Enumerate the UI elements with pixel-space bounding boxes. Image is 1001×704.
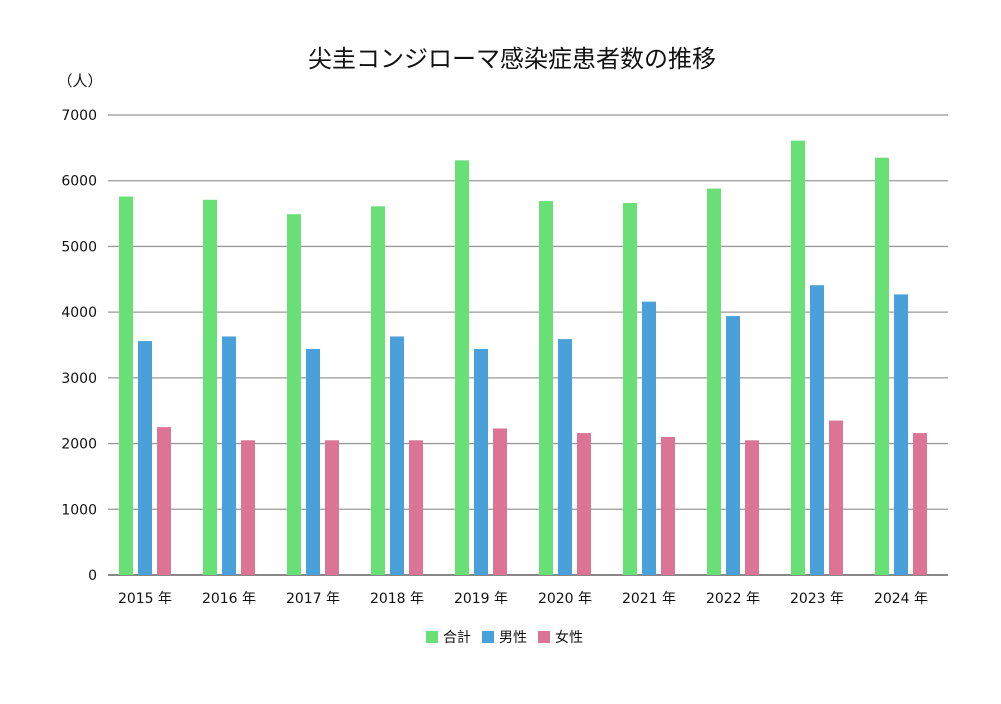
- bar-男性-2022年: [726, 316, 740, 575]
- bar-女性-2021年: [661, 437, 675, 575]
- bar-女性-2015年: [157, 427, 171, 575]
- bar-男性-2016年: [222, 336, 236, 575]
- grid: 0 1000 2000 3000 4000 5000 6000 7000: [61, 108, 948, 584]
- legend-label: 女性: [555, 629, 583, 646]
- y-axis-label: （人）: [57, 72, 102, 90]
- bar-男性-2015年: [138, 341, 152, 575]
- x-tick-label: 2018 年: [370, 591, 424, 607]
- y-tick-label: 1000: [61, 502, 97, 518]
- legend-label: 男性: [499, 630, 527, 646]
- bar-合計-2019年: [455, 160, 469, 576]
- chart-title: 尖圭コンジローマ感染症患者数の推移: [308, 45, 716, 73]
- x-tick-label: 2017 年: [286, 591, 340, 607]
- y-tick-label: 4000: [61, 305, 97, 321]
- bar-女性-2016年: [241, 440, 255, 575]
- y-tick-label: 5000: [61, 239, 97, 255]
- x-tick-label: 2016 年: [202, 591, 256, 607]
- bars: [119, 140, 927, 576]
- bar-男性-2019年: [474, 348, 488, 575]
- bar-男性-2020年: [558, 339, 572, 575]
- bar-合計-2015年: [119, 196, 133, 575]
- x-tick-label: 2024 年: [874, 591, 928, 607]
- bar-合計-2017年: [287, 214, 301, 575]
- bar-女性-2022年: [745, 440, 759, 575]
- bar-男性-2018年: [390, 336, 404, 575]
- legend-swatch: [538, 631, 550, 643]
- y-tick-label: 0: [88, 568, 97, 584]
- bar-男性-2024年: [894, 294, 908, 575]
- bar-女性-2024年: [913, 433, 927, 575]
- y-tick-label: 7000: [61, 108, 97, 124]
- bar-合計-2018年: [371, 206, 385, 576]
- x-tick-label: 2023 年: [790, 591, 844, 607]
- bar-男性-2021年: [642, 301, 656, 575]
- legend-label: 合計: [443, 630, 471, 646]
- x-tick-label: 2015 年: [118, 591, 172, 607]
- y-tick-label: 6000: [61, 174, 97, 190]
- bar-合計-2024年: [875, 157, 889, 575]
- bar-合計-2023年: [791, 140, 805, 575]
- bar-合計-2021年: [623, 203, 637, 576]
- bar-女性-2023年: [829, 420, 843, 575]
- bar-男性-2017年: [306, 348, 320, 575]
- x-tick-label: 2019 年: [454, 591, 508, 607]
- bar-女性-2020年: [577, 433, 591, 575]
- bar-女性-2018年: [409, 440, 423, 575]
- bar-合計-2020年: [539, 201, 553, 576]
- bar-合計-2016年: [203, 199, 217, 575]
- y-tick-label: 3000: [61, 371, 97, 387]
- legend-swatch: [482, 631, 494, 643]
- x-tick-label: 2021 年: [622, 591, 676, 607]
- legend-swatch: [426, 631, 438, 643]
- x-axis-labels: 2015 年 2016 年 2017 年 2018 年 2019 年 2020 年 2021…: [118, 591, 928, 607]
- legend: 合計 男性 女性: [426, 629, 583, 646]
- y-tick-label: 2000: [61, 437, 97, 453]
- x-tick-label: 2022 年: [706, 591, 760, 607]
- bar-女性-2019年: [493, 428, 507, 575]
- bar-合計-2022年: [707, 188, 721, 575]
- bar-男性-2023年: [810, 285, 824, 575]
- bar-女性-2017年: [325, 440, 339, 575]
- x-tick-label: 2020 年: [538, 591, 592, 607]
